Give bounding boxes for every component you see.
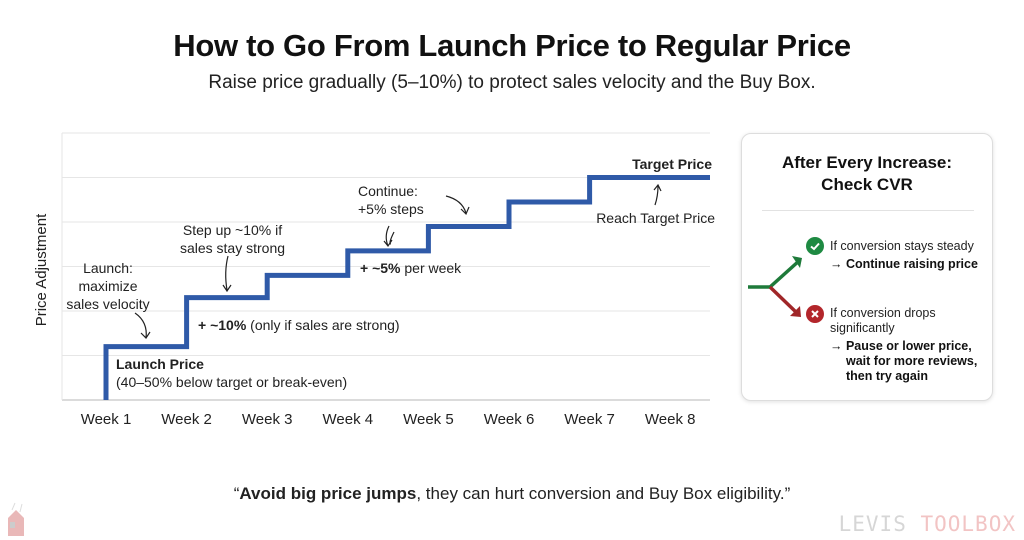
quote-open: “ — [233, 484, 240, 503]
panel-divider — [762, 210, 974, 211]
continue-note: Continue: +5% steps — [358, 182, 448, 218]
check-cvr-panel: After Every Increase: Check CVR If conve… — [741, 133, 993, 401]
continue-note-line: Continue: — [358, 183, 418, 199]
ten-percent-bold: + ~10% — [198, 317, 247, 333]
watermark: LEVIS TOOLBOX — [839, 512, 1016, 536]
annotation-arrows — [134, 183, 662, 339]
drop-condition-line: significantly — [830, 321, 895, 335]
launch-note-line: sales velocity — [66, 296, 150, 312]
x-tick-label: Week 5 — [403, 411, 454, 428]
watermark-levis: LEVIS — [838, 512, 921, 536]
arrow-launch — [134, 312, 151, 339]
x-circle-icon — [806, 305, 824, 323]
x-tick-label: Week 4 — [323, 411, 374, 428]
reach-target-label: Reach Target Price — [596, 210, 715, 226]
step-up-note: Step up ~10% if sales stay strong — [165, 221, 300, 257]
launch-price-label: Launch Price (40–50% below target or bre… — [116, 355, 347, 391]
drop-condition-line: If conversion drops — [830, 306, 936, 320]
panel-title: After Every Increase: Check CVR — [742, 152, 992, 196]
arrow-step-up — [222, 255, 232, 293]
footer-quote: “Avoid big price jumps, they can hurt co… — [0, 484, 1024, 504]
quote-rest: , they can hurt conversion and Buy Box e… — [416, 484, 791, 503]
panel-title-line: Check CVR — [821, 175, 913, 194]
continue-note-line: +5% steps — [358, 201, 424, 217]
gridlines — [61, 132, 710, 401]
drop-action: → Pause or lower price, wait for more re… — [830, 339, 977, 384]
drop-action-line: then try again — [846, 369, 928, 383]
quote-bold: Avoid big price jumps — [239, 484, 417, 503]
decision-fork-icon — [748, 256, 802, 317]
x-tick-label: Week 1 — [81, 411, 132, 428]
watermark-toolbox: TOOLBOX — [920, 512, 1016, 536]
steady-action: → Continue raising price — [830, 257, 978, 271]
ten-percent-rest: (only if sales are strong) — [246, 317, 400, 333]
x-tick-label: Week 2 — [161, 411, 212, 428]
page-subtitle: Raise price gradually (5–10%) to protect… — [208, 72, 816, 93]
price-step-line — [103, 175, 710, 400]
target-price-label: Target Price — [632, 156, 712, 172]
panel-title-line: After Every Increase: — [781, 153, 953, 172]
step-chart: Week 1 Week 2 Week 3 Week 4 Week 5 Week 6 Week… — [33, 132, 710, 428]
house-logo-icon — [8, 502, 24, 536]
drop-action-line: → Pause or lower price, — [830, 339, 972, 353]
arrow-continue-down — [383, 225, 395, 248]
five-percent-rest: per week — [400, 260, 462, 276]
page-title: How to Go From Launch Price to Regular P… — [173, 28, 851, 63]
drop-condition: If conversion drops significantly — [830, 306, 936, 336]
launch-price-note: (40–50% below target or break-even) — [116, 374, 348, 390]
drop-action-line: wait for more reviews, — [846, 354, 978, 368]
five-percent-label: + ~5% per week — [360, 259, 461, 277]
launch-note: Launch: maximize sales velocity — [62, 259, 154, 313]
check-circle-icon — [806, 237, 824, 255]
x-tick-label: Week 6 — [484, 411, 535, 428]
step-up-note-line: Step up ~10% if — [182, 222, 283, 238]
steady-condition: If conversion stays steady — [830, 239, 974, 253]
y-axis-label: Price Adjustment — [33, 213, 50, 326]
x-tick-label: Week 7 — [564, 411, 615, 428]
step-up-note-line: sales stay strong — [179, 240, 286, 256]
launch-price-title: Launch Price — [116, 356, 204, 372]
x-tick-label: Week 8 — [645, 411, 696, 428]
ten-percent-label: + ~10% (only if sales are strong) — [198, 316, 400, 334]
launch-note-line: maximize — [78, 278, 138, 294]
arrow-reach — [653, 183, 662, 206]
x-tick-label: Week 3 — [242, 411, 293, 428]
five-percent-bold: + ~5% — [360, 260, 401, 276]
launch-note-line: Launch: — [83, 260, 133, 276]
arrow-continue-right — [445, 195, 470, 216]
x-axis-ticks: Week 1 Week 2 Week 3 Week 4 Week 5 Week 6 Week… — [81, 411, 696, 428]
